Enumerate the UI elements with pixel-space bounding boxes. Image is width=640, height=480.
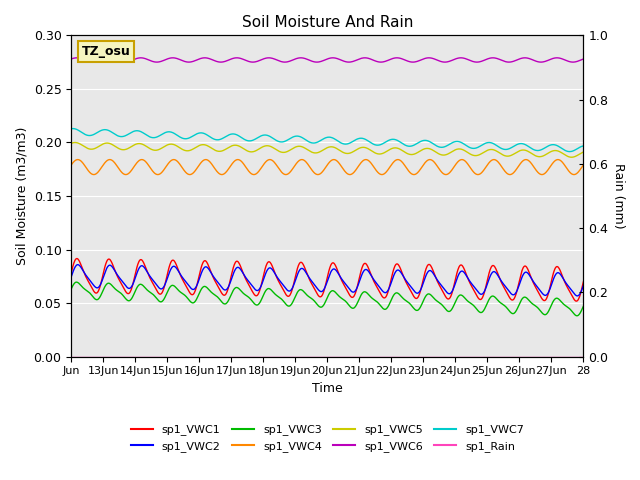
- sp1_VWC3: [467, 300, 475, 306]
- Text: TZ_osu: TZ_osu: [81, 45, 131, 58]
- Line: sp1_VWC3: sp1_VWC3: [71, 282, 584, 316]
- sp1_VWC1: [420, 276, 428, 281]
- sp1_VWC7: [566, 149, 573, 155]
- sp1_Rain: [476, 354, 484, 360]
- sp1_VWC1: [467, 283, 475, 288]
- Legend: sp1_VWC1, sp1_VWC2, sp1_VWC3, sp1_VWC4, sp1_VWC5, sp1_VWC6, sp1_VWC7, sp1_Rain: sp1_VWC1, sp1_VWC2, sp1_VWC3, sp1_VWC4, …: [126, 420, 529, 456]
- sp1_VWC1: [73, 256, 81, 262]
- sp1_VWC2: [573, 293, 581, 299]
- sp1_Rain: [275, 354, 282, 360]
- sp1_VWC2: [294, 272, 301, 277]
- sp1_VWC5: [294, 144, 301, 149]
- sp1_VWC4: [394, 156, 402, 162]
- sp1_VWC5: [580, 149, 588, 155]
- sp1_Rain: [120, 354, 127, 360]
- sp1_VWC4: [580, 162, 588, 168]
- sp1_VWC1: [572, 298, 580, 304]
- sp1_VWC5: [275, 148, 283, 154]
- Line: sp1_VWC5: sp1_VWC5: [71, 143, 584, 157]
- sp1_VWC3: [294, 289, 301, 295]
- sp1_VWC7: [420, 138, 428, 144]
- sp1_VWC4: [538, 172, 546, 178]
- sp1_VWC6: [120, 59, 127, 65]
- sp1_VWC1: [275, 279, 283, 285]
- sp1_VWC4: [67, 162, 75, 168]
- sp1_VWC3: [477, 310, 484, 315]
- Line: sp1_VWC2: sp1_VWC2: [71, 264, 584, 296]
- sp1_VWC6: [275, 58, 282, 63]
- sp1_VWC1: [67, 270, 75, 276]
- Line: sp1_VWC4: sp1_VWC4: [71, 159, 584, 175]
- X-axis label: Time: Time: [312, 382, 343, 395]
- Title: Soil Moisture And Rain: Soil Moisture And Rain: [242, 15, 413, 30]
- sp1_VWC3: [420, 298, 428, 303]
- sp1_VWC3: [275, 294, 283, 300]
- sp1_VWC4: [477, 171, 484, 177]
- sp1_VWC6: [467, 58, 475, 64]
- Line: sp1_VWC7: sp1_VWC7: [71, 129, 584, 152]
- sp1_VWC4: [467, 166, 475, 172]
- Y-axis label: Rain (mm): Rain (mm): [612, 163, 625, 229]
- sp1_VWC5: [568, 155, 575, 160]
- sp1_VWC3: [67, 286, 75, 292]
- sp1_Rain: [419, 354, 427, 360]
- sp1_VWC3: [580, 303, 588, 309]
- sp1_VWC2: [477, 291, 484, 297]
- sp1_VWC7: [580, 143, 588, 149]
- sp1_VWC5: [477, 151, 484, 157]
- Y-axis label: Soil Moisture (m3/m3): Soil Moisture (m3/m3): [15, 127, 28, 265]
- sp1_Rain: [67, 354, 75, 360]
- sp1_VWC4: [275, 165, 282, 171]
- sp1_VWC7: [477, 143, 484, 149]
- sp1_VWC7: [69, 126, 77, 132]
- sp1_VWC7: [294, 133, 301, 139]
- sp1_VWC5: [71, 140, 79, 145]
- sp1_VWC6: [393, 55, 401, 60]
- sp1_VWC2: [467, 280, 475, 286]
- Line: sp1_VWC6: sp1_VWC6: [71, 58, 584, 62]
- sp1_VWC2: [120, 281, 128, 287]
- sp1_VWC5: [120, 147, 128, 153]
- sp1_VWC2: [275, 277, 283, 283]
- sp1_VWC5: [67, 141, 75, 146]
- sp1_VWC2: [67, 274, 75, 280]
- sp1_VWC7: [467, 145, 475, 151]
- sp1_Rain: [293, 354, 301, 360]
- sp1_VWC5: [420, 146, 428, 152]
- Line: sp1_VWC1: sp1_VWC1: [71, 259, 584, 301]
- sp1_VWC2: [580, 282, 588, 288]
- sp1_VWC4: [420, 162, 428, 168]
- sp1_VWC2: [74, 262, 82, 267]
- sp1_VWC1: [477, 297, 484, 302]
- sp1_VWC7: [120, 133, 128, 139]
- sp1_Rain: [580, 354, 588, 360]
- sp1_VWC1: [580, 278, 588, 284]
- sp1_VWC4: [293, 160, 301, 166]
- sp1_VWC3: [72, 279, 80, 285]
- sp1_Rain: [467, 354, 474, 360]
- sp1_VWC7: [275, 139, 283, 144]
- sp1_VWC6: [580, 56, 588, 62]
- sp1_VWC1: [120, 286, 128, 292]
- sp1_VWC3: [120, 294, 128, 300]
- sp1_VWC2: [420, 279, 428, 285]
- sp1_VWC7: [67, 126, 75, 132]
- sp1_VWC1: [294, 266, 301, 272]
- sp1_VWC4: [120, 171, 127, 177]
- sp1_VWC6: [537, 59, 545, 65]
- sp1_VWC6: [420, 56, 428, 62]
- sp1_VWC6: [293, 56, 301, 61]
- sp1_VWC6: [67, 56, 75, 62]
- sp1_VWC5: [467, 152, 475, 157]
- sp1_VWC3: [573, 313, 580, 319]
- sp1_VWC6: [477, 59, 484, 64]
